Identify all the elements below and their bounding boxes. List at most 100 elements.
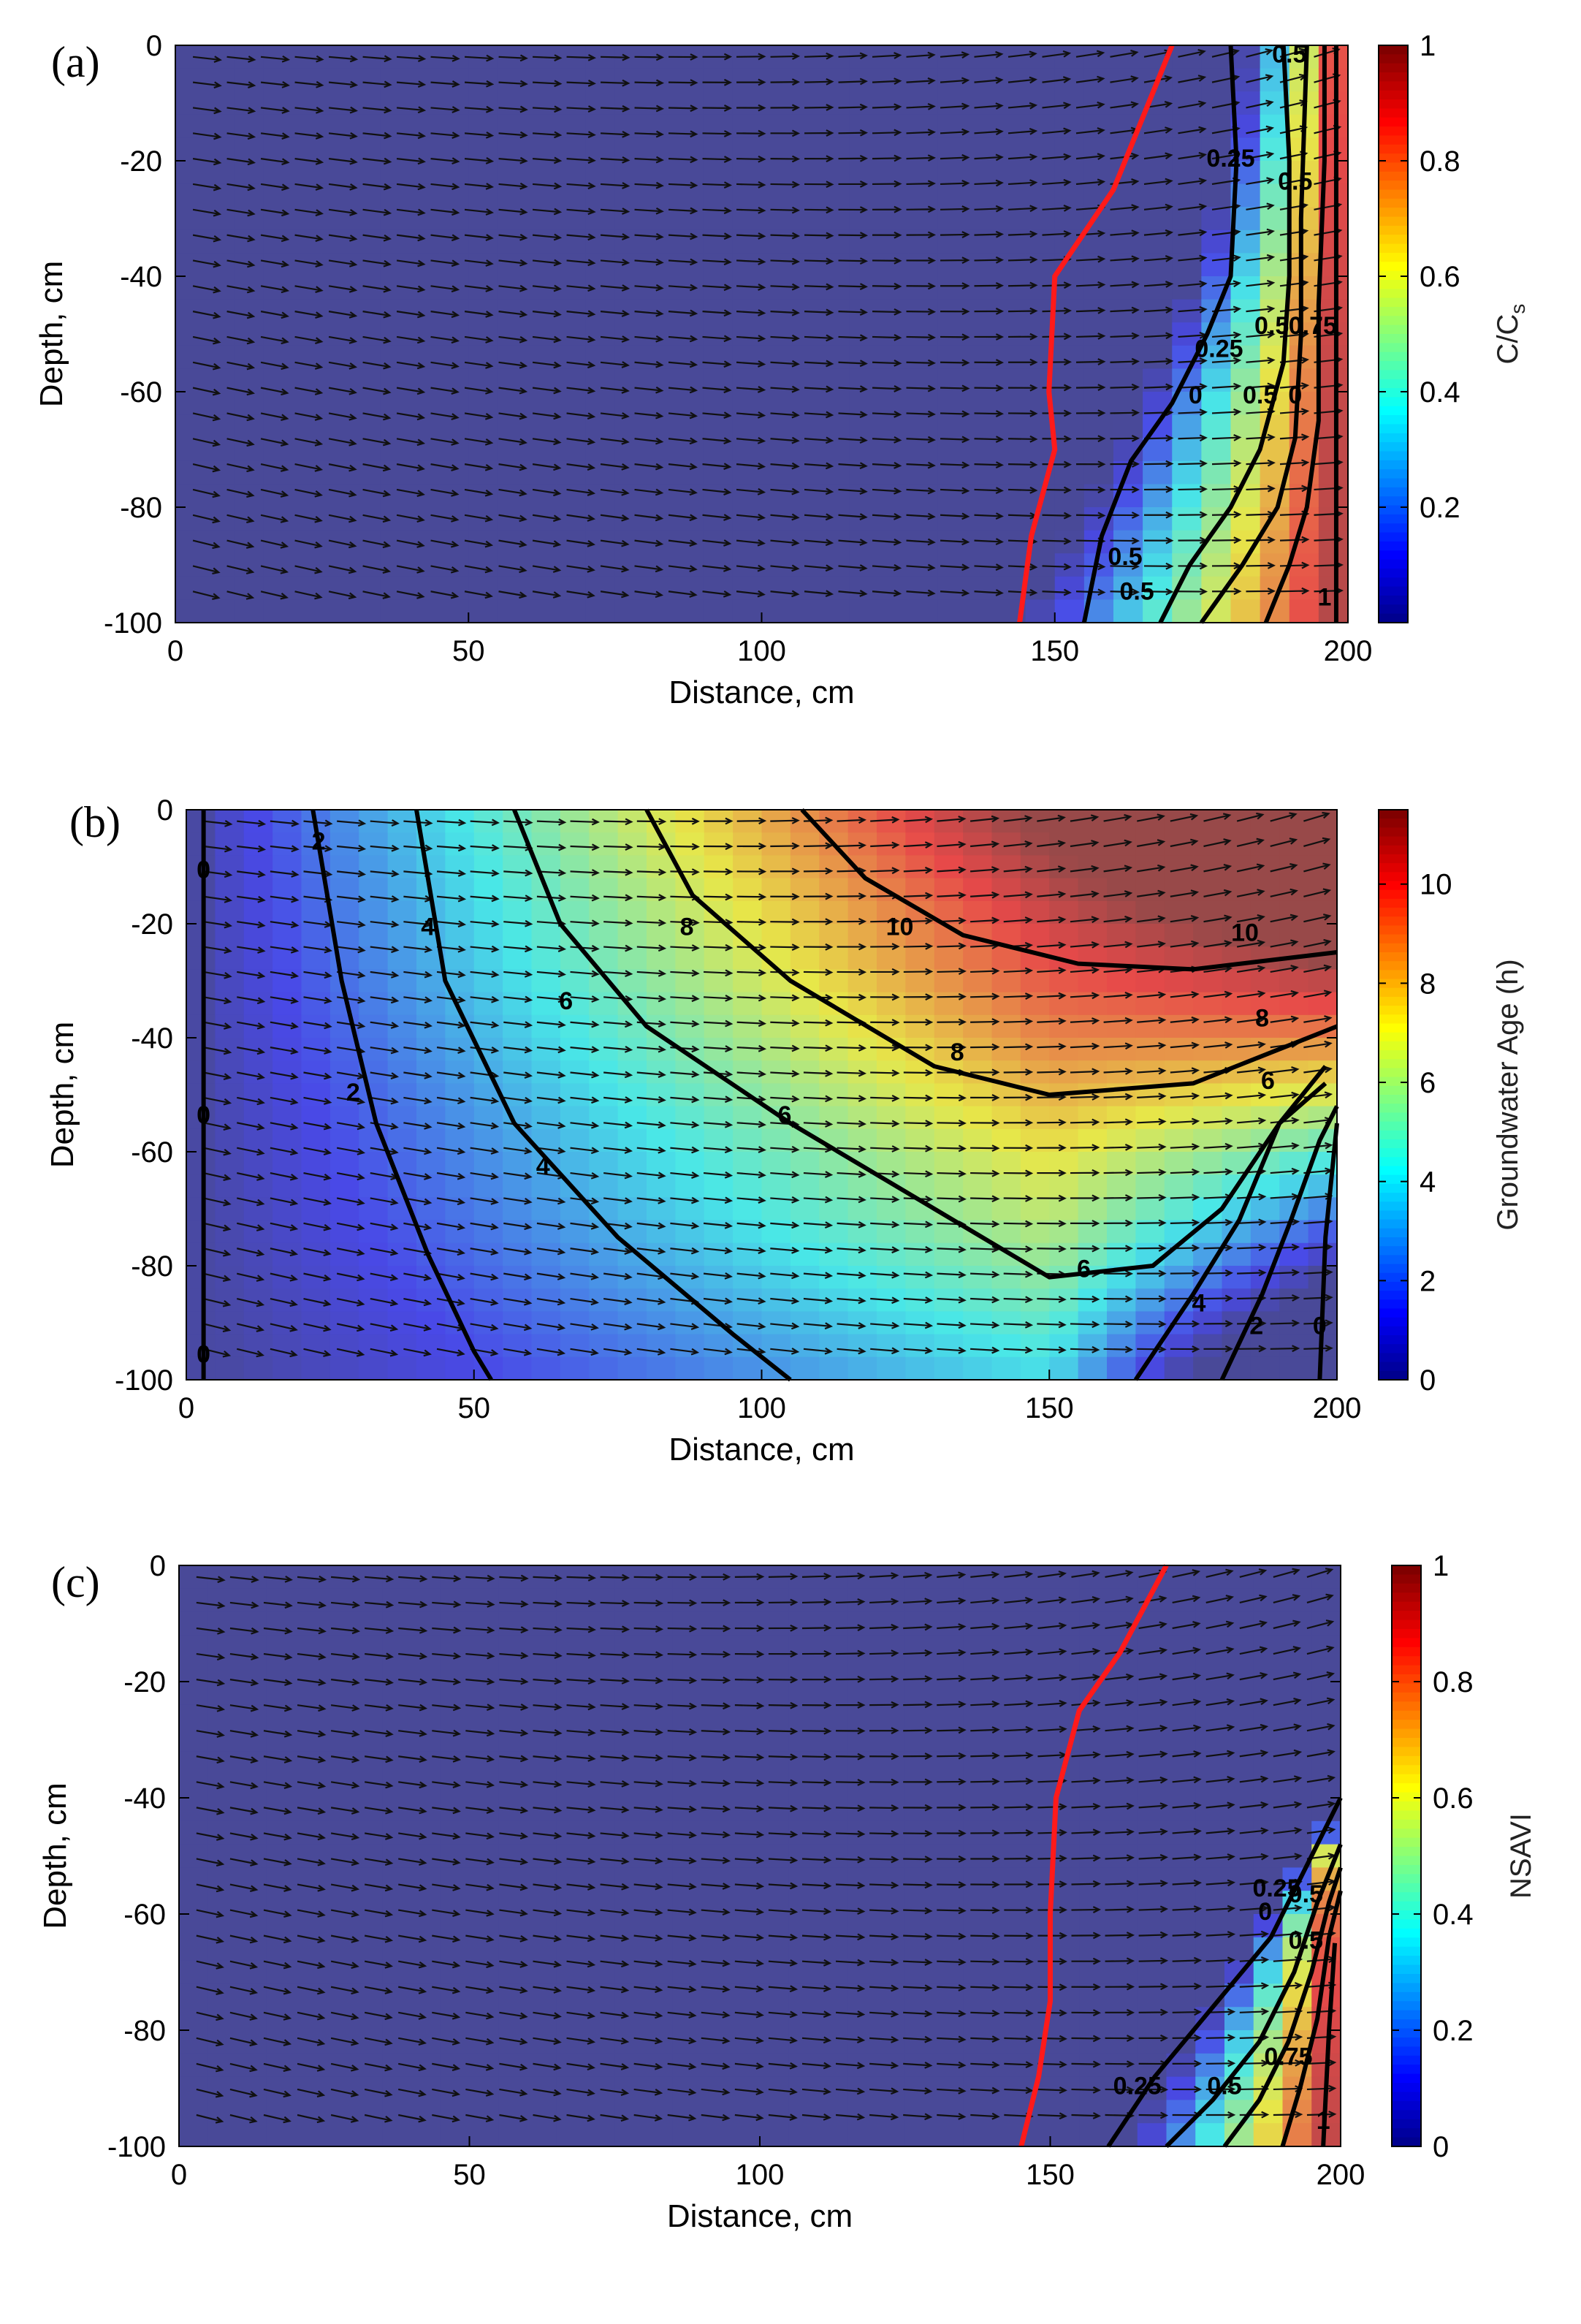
heatmap-cell: [1078, 1174, 1108, 1199]
heatmap-cell: [1083, 345, 1114, 370]
heatmap-cell: [1308, 1197, 1338, 1221]
heatmap-cell: [186, 924, 216, 947]
heatmap-cell: [904, 2076, 935, 2101]
heatmap-cell: [585, 484, 616, 508]
colorbar-segment: [1379, 442, 1408, 452]
velocity-arrow: [668, 79, 698, 87]
heatmap-cell: [1107, 1014, 1137, 1038]
heatmap-cell: [503, 924, 533, 947]
heatmap-cell: [1078, 1152, 1108, 1175]
velocity-arrow: [600, 284, 631, 292]
velocity-arrow: [668, 309, 698, 317]
heatmap-cell: [382, 1937, 412, 1962]
velocity-arrow: [566, 105, 596, 113]
heatmap-cell: [1107, 1356, 1137, 1381]
velocity-arrow: [1279, 382, 1310, 390]
velocity-arrow: [1042, 537, 1072, 545]
heatmap-cell: [1108, 2007, 1138, 2031]
heatmap-cell: [1108, 1774, 1138, 1799]
heatmap-cell: [904, 1751, 935, 1775]
heatmap-cell: [387, 992, 417, 1016]
heatmap-cell: [788, 2100, 819, 2124]
velocity-arrow: [1042, 178, 1072, 186]
heatmap-cell: [761, 599, 792, 623]
heatmap-cell: [1279, 969, 1309, 993]
velocity-arrow: [1143, 255, 1174, 262]
heatmap-cell: [295, 1774, 325, 1799]
heatmap-cell: [879, 438, 909, 462]
heatmap-cell: [908, 553, 939, 577]
heatmap-cell: [179, 1937, 209, 1962]
velocity-arrow: [804, 513, 834, 521]
velocity-arrow: [430, 132, 460, 139]
heatmap-cell: [819, 878, 849, 902]
heatmap-cell: [353, 1658, 384, 1682]
heatmap-cell: [1311, 1983, 1341, 2008]
heatmap-cell: [263, 392, 294, 416]
heatmap-cell: [967, 229, 997, 254]
heatmap-cell: [1078, 1128, 1108, 1152]
heatmap-cell: [992, 2007, 1022, 2031]
heatmap-cell: [359, 1266, 389, 1289]
velocity-arrow: [872, 436, 902, 444]
velocity-arrow: [260, 285, 290, 294]
velocity-arrow: [498, 208, 528, 216]
heatmap-cell: [732, 507, 763, 531]
heatmap-cell: [1025, 576, 1056, 601]
heatmap-cell: [644, 137, 674, 162]
velocity-arrow: [430, 412, 460, 420]
heatmap-cell: [908, 438, 939, 462]
heatmap-cell: [904, 2030, 935, 2054]
heatmap-cell: [905, 1266, 935, 1289]
heatmap-cell: [503, 1356, 533, 1381]
heatmap-cell: [295, 2053, 325, 2078]
heatmap-cell: [1054, 161, 1085, 185]
heatmap-cell: [469, 1844, 500, 1869]
heatmap-cell: [996, 553, 1026, 577]
x-axis-title: Distance, cm: [668, 1432, 854, 1467]
heatmap-cell: [908, 484, 939, 508]
heatmap-cell: [410, 484, 440, 508]
heatmap-cell: [186, 1266, 216, 1289]
heatmap-cell: [353, 1751, 384, 1775]
velocity-arrow: [1178, 254, 1208, 262]
velocity-arrow: [600, 156, 631, 164]
velocity-arrow: [226, 158, 256, 166]
heatmap-cell: [1172, 322, 1203, 346]
heatmap-cell: [963, 1704, 993, 1729]
heatmap-cell: [1079, 2100, 1109, 2124]
heatmap-cell: [674, 322, 704, 346]
colorbar-segment: [1379, 162, 1408, 172]
heatmap-cell: [1050, 2123, 1081, 2147]
heatmap-cell: [760, 2030, 790, 2054]
heatmap-cell: [1137, 2123, 1167, 2147]
heatmap-cell: [904, 1937, 935, 1962]
heatmap-cell: [614, 507, 645, 531]
heatmap-cell: [760, 1867, 790, 1891]
heatmap-cell: [934, 969, 964, 993]
heatmap-cell: [273, 1220, 302, 1244]
heatmap-cell: [321, 553, 352, 577]
heatmap-cell: [359, 1311, 389, 1335]
heatmap-cell: [243, 900, 273, 924]
velocity-arrow: [1246, 254, 1276, 262]
heatmap-cell: [1308, 878, 1338, 902]
velocity-arrow: [668, 156, 698, 164]
contour-label: 0.75: [1289, 312, 1337, 340]
velocity-arrow: [396, 361, 426, 370]
heatmap-cell: [295, 2123, 325, 2147]
heatmap-cell: [556, 553, 587, 577]
heatmap-cell: [996, 183, 1026, 208]
heatmap-cell: [585, 414, 616, 438]
velocity-arrow: [736, 155, 766, 163]
heatmap-cell: [704, 992, 734, 1016]
velocity-arrow: [464, 335, 494, 343]
velocity-arrow: [1042, 460, 1073, 468]
heatmap-cell: [849, 599, 880, 623]
heatmap-cell: [527, 1682, 557, 1706]
velocity-arrow: [328, 80, 359, 88]
heatmap-cell: [416, 1014, 446, 1038]
velocity-arrow: [1042, 307, 1073, 315]
velocity-arrow: [838, 52, 868, 60]
velocity-arrow: [294, 80, 324, 88]
